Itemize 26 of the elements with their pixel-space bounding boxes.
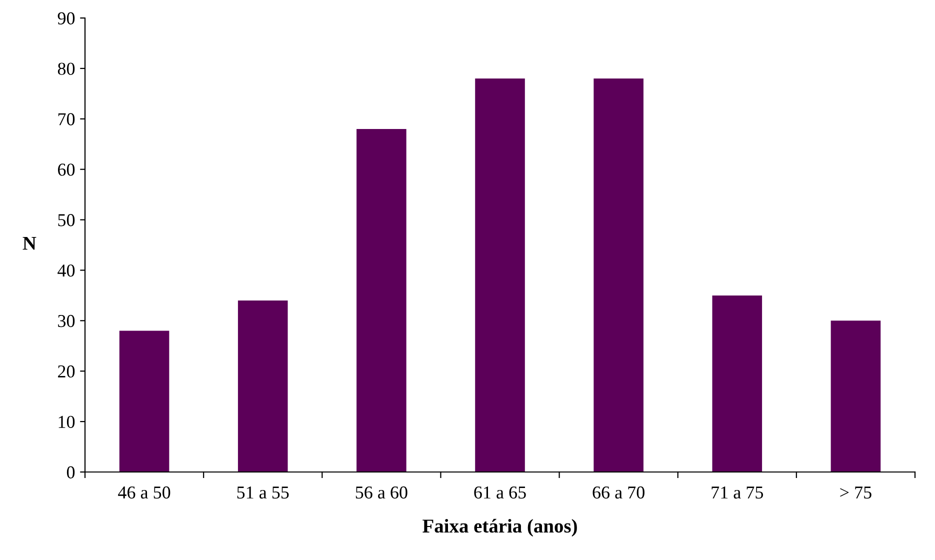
x-tick-label: 61 a 65 — [474, 486, 526, 499]
y-tick-label: 50 — [58, 214, 75, 226]
bar — [238, 300, 288, 472]
y-tick-label: 60 — [58, 164, 75, 176]
y-tick-label: 30 — [58, 314, 75, 328]
x-tick-label: 51 a 55 — [237, 486, 289, 499]
y-tick-label: 80 — [58, 62, 75, 75]
bar — [356, 128, 406, 472]
bar — [594, 78, 644, 472]
y-tick-label: 10 — [58, 416, 75, 428]
x-tick-label: 71 a 75 — [712, 486, 764, 499]
bar — [475, 78, 525, 472]
x-tick-label: > 75 — [840, 486, 872, 499]
x-axis-title: Faixa etária (anos) — [422, 518, 577, 537]
x-tick-label: 56 a 60 — [356, 486, 408, 499]
bar — [712, 295, 762, 472]
bar — [119, 330, 170, 472]
y-tick-label: 20 — [58, 365, 75, 378]
x-tick-label: 66 a 70 — [592, 486, 644, 499]
y-axis-title: N — [22, 236, 36, 250]
bar — [830, 320, 881, 472]
y-tick-label: 90 — [58, 12, 75, 24]
y-tick-label: 70 — [58, 113, 75, 126]
y-tick-label: 40 — [58, 264, 75, 277]
y-tick-label: 0 — [66, 466, 75, 478]
x-tick-label: 46 a 50 — [118, 486, 170, 499]
